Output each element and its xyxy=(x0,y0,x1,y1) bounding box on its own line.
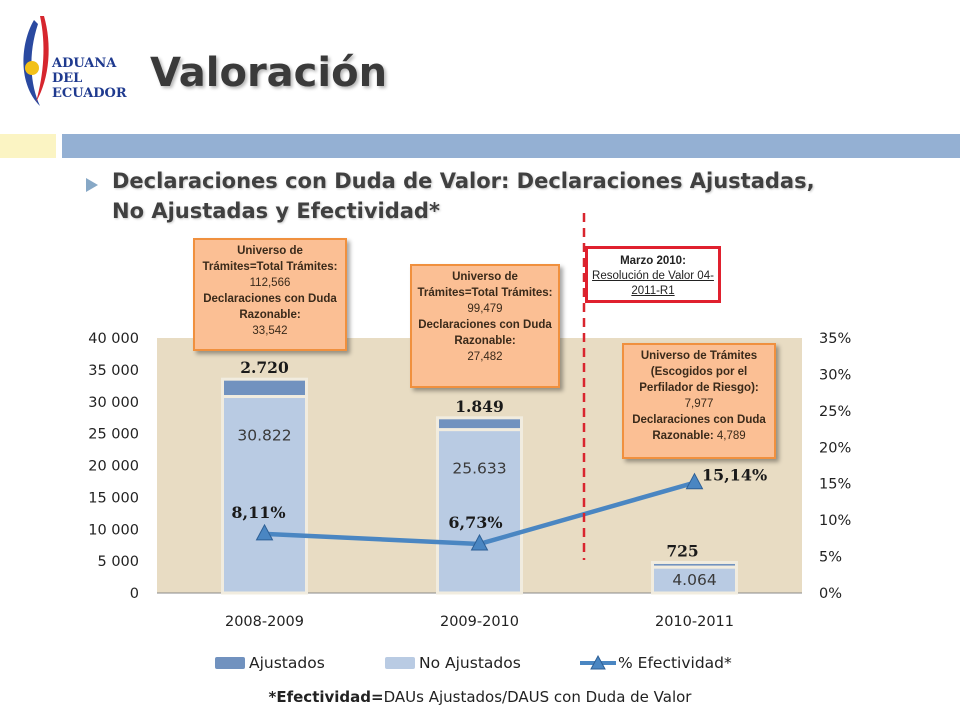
y-tick-label: 0 xyxy=(130,586,139,602)
callout-2009-2010: Universo de Trámites=Total Trámites: 99,… xyxy=(410,264,560,388)
callout-value-2: 33,542 xyxy=(252,325,288,337)
bullet-icon xyxy=(86,178,98,192)
y2-tick-label: 25% xyxy=(819,404,851,420)
accent-band-blue xyxy=(62,134,960,158)
footnote-bold: *Efectividad= xyxy=(268,688,384,706)
callout-value-2: 4,789 xyxy=(716,430,746,442)
legend-swatch-ajustados xyxy=(215,657,245,669)
marker-efectividad xyxy=(685,472,704,490)
logo-line-2: DEL xyxy=(52,71,83,86)
bar-ajustados xyxy=(221,377,308,399)
legend-no-ajustados: No Ajustados xyxy=(385,651,521,675)
legend-label-no-ajustados: No Ajustados xyxy=(419,654,521,672)
callout-label-2: Declaraciones con Duda Razonable: xyxy=(632,414,766,442)
callout-2008-2009: Universo de Trámites=Total Trámites: 112… xyxy=(193,238,347,351)
data-label-efectividad: 15,14% xyxy=(702,466,767,485)
callout-label-2: Declaraciones con Duda Razonable: xyxy=(418,319,552,347)
legend-efectividad: % Efectividad* xyxy=(578,651,732,675)
data-label-no-ajustados: 30.822 xyxy=(237,427,291,445)
y2-tick-label: 10% xyxy=(819,513,851,529)
x-tick-label: 2009-2010 xyxy=(440,614,519,630)
resolution-note: Marzo 2010: Resolución de Valor 04-2011-… xyxy=(585,246,721,303)
aduana-logo xyxy=(23,16,49,106)
marker-efectividad xyxy=(470,533,489,551)
logo-line-1: ADUANA xyxy=(52,56,117,71)
y-tick-label: 30 000 xyxy=(88,395,139,411)
callout-value-2: 27,482 xyxy=(467,351,503,363)
legend-swatch-no-ajustados xyxy=(385,657,415,669)
bar-ajustados xyxy=(651,560,738,569)
y2-tick-label: 30% xyxy=(819,367,851,383)
legend-ajustados: Ajustados xyxy=(215,651,325,675)
x-tick-label: 2008-2009 xyxy=(225,614,304,630)
data-label-no-ajustados: 25.633 xyxy=(452,460,506,478)
y-tick-label: 40 000 xyxy=(88,331,139,347)
y-tick-label: 10 000 xyxy=(88,522,139,538)
callout-label-1: Universo de Trámites=Total Trámites: xyxy=(202,245,338,273)
chart-heading: Declaraciones con Duda de Valor: Declara… xyxy=(112,169,815,223)
accent-band-yellow xyxy=(0,134,56,158)
y-tick-label: 35 000 xyxy=(88,363,139,379)
logo-text: ADUANA DEL ECUADOR xyxy=(52,56,127,101)
callout-label-2: Declaraciones con Duda Razonable: xyxy=(203,293,337,321)
bar-ajustados xyxy=(436,416,523,432)
data-label-efectividad: 8,11% xyxy=(231,503,285,522)
y-tick-label: 20 000 xyxy=(88,459,139,475)
y2-tick-label: 20% xyxy=(819,440,851,456)
y2-tick-label: 0% xyxy=(819,586,842,602)
data-label-ajustados: 1.849 xyxy=(455,397,504,416)
data-label-efectividad: 6,73% xyxy=(448,513,502,532)
bar-no-ajustados xyxy=(436,428,523,595)
y2-tick-label: 15% xyxy=(819,477,851,493)
legend-marker-efectividad xyxy=(580,654,616,670)
legend-label-efectividad: % Efectividad* xyxy=(618,654,732,672)
data-label-ajustados: 2.720 xyxy=(240,358,289,377)
callout-label-1: Universo de Trámites (Escogidos por el P… xyxy=(639,350,759,394)
marker-efectividad xyxy=(255,523,274,541)
callout-value-1: 99,479 xyxy=(467,303,503,315)
data-label-ajustados: 725 xyxy=(666,541,698,560)
y-tick-label: 15 000 xyxy=(88,490,139,506)
callout-value-1: 7,977 xyxy=(684,398,714,410)
footnote: *Efectividad=DAUs Ajustados/DAUS con Dud… xyxy=(0,688,960,706)
slide-title: Valoración xyxy=(150,50,388,96)
footnote-text: DAUs Ajustados/DAUS con Duda de Valor xyxy=(383,688,692,706)
data-label-no-ajustados: 4.064 xyxy=(672,571,716,589)
callout-label-1: Universo de Trámites=Total Trámites: xyxy=(417,271,553,299)
y2-tick-label: 5% xyxy=(819,550,842,566)
y2-tick-label: 35% xyxy=(819,331,851,347)
x-tick-label: 2010-2011 xyxy=(655,614,734,630)
note-resolution: Resolución de Valor 04-2011-R1 xyxy=(592,270,714,297)
note-date: Marzo 2010: xyxy=(620,255,686,267)
callout-value-1: 112,566 xyxy=(249,277,291,289)
logo-line-3: ECUADOR xyxy=(52,86,127,101)
y-tick-label: 5 000 xyxy=(97,554,139,570)
callout-2010-2011: Universo de Trámites (Escogidos por el P… xyxy=(622,343,776,459)
y-tick-label: 25 000 xyxy=(88,427,139,443)
legend-label-ajustados: Ajustados xyxy=(249,654,325,672)
